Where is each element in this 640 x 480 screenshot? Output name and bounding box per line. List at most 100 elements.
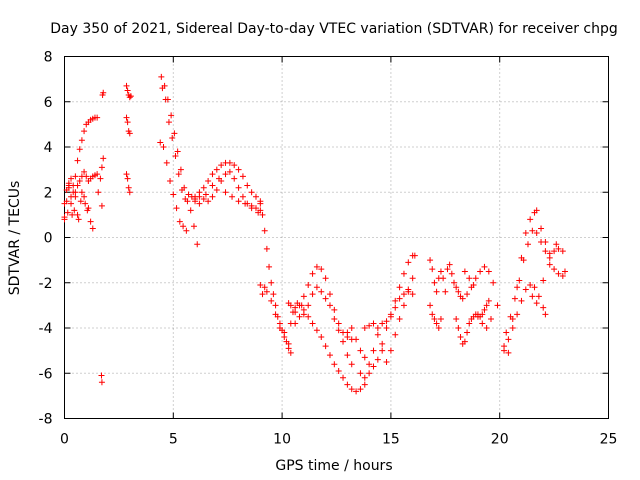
x-tick-label: 15 [382, 432, 400, 448]
data-point [529, 227, 536, 234]
data-point [453, 315, 460, 322]
data-point [505, 336, 512, 343]
data-point [296, 302, 303, 309]
data-point [100, 89, 107, 96]
data-point [229, 193, 236, 200]
data-point [272, 302, 279, 309]
data-point [524, 241, 531, 248]
data-point [405, 286, 412, 293]
data-point [479, 320, 486, 327]
data-point [61, 200, 68, 207]
data-point [77, 198, 84, 205]
data-point [76, 146, 83, 153]
data-point [405, 259, 412, 266]
data-point [300, 293, 307, 300]
data-point [409, 275, 416, 282]
data-point [433, 320, 440, 327]
data-point [396, 284, 403, 291]
data-point [411, 252, 418, 259]
data-point [344, 381, 351, 388]
data-point [448, 270, 455, 277]
data-point [509, 315, 516, 322]
data-point [292, 320, 299, 327]
data-point [487, 315, 494, 322]
data-point [379, 340, 386, 347]
data-point [185, 191, 192, 198]
data-point [68, 175, 75, 182]
data-point [396, 315, 403, 322]
data-point [366, 370, 373, 377]
x-tick-label: 25 [600, 432, 618, 448]
data-point [431, 279, 438, 286]
data-point [158, 73, 165, 80]
data-point [509, 325, 516, 331]
data-point [313, 263, 320, 270]
data-point [296, 313, 303, 320]
data-point [285, 345, 292, 352]
data-point [209, 171, 216, 178]
data-point [74, 182, 81, 189]
data-point [461, 268, 468, 275]
data-point [209, 193, 216, 200]
data-point [239, 193, 246, 200]
axis-ticks: 0 5 10 15 20 25 -8 -6 -4 -2 0 2 4 6 8 [39, 50, 618, 448]
data-point [176, 218, 183, 225]
data-point [361, 374, 368, 381]
data-point [124, 87, 131, 94]
data-point [94, 114, 101, 121]
data-point [213, 186, 220, 193]
data-point [531, 284, 538, 291]
data-point [483, 302, 490, 309]
data-point [481, 263, 488, 270]
data-point [222, 189, 229, 196]
data-point [374, 325, 381, 331]
data-point [305, 313, 312, 320]
data-point [533, 207, 540, 214]
data-point [187, 207, 194, 214]
y-tick-label: 6 [44, 95, 53, 111]
data-point [174, 148, 181, 155]
data-point [160, 144, 167, 150]
data-point [340, 374, 347, 381]
data-point [335, 327, 342, 334]
data-point [309, 320, 316, 327]
data-point [100, 155, 107, 162]
data-point [546, 254, 553, 261]
data-point [190, 223, 197, 230]
data-point [78, 137, 85, 144]
data-point [331, 315, 338, 322]
data-point [98, 379, 105, 386]
chart-title: Day 350 of 2021, Sidereal Day-to-day VTE… [50, 21, 618, 37]
data-point [255, 209, 262, 216]
data-point [72, 193, 79, 200]
data-point [98, 164, 105, 171]
data-point [326, 352, 333, 359]
data-point [357, 370, 364, 377]
data-point [379, 320, 386, 327]
data-point [81, 168, 88, 175]
data-point [81, 128, 88, 135]
data-point [361, 381, 368, 388]
data-point [305, 282, 312, 289]
data-point [326, 302, 333, 309]
data-point [180, 223, 187, 230]
data-point [559, 248, 566, 255]
data-point [518, 254, 525, 261]
data-point [65, 184, 72, 191]
data-point [540, 304, 547, 311]
data-point [94, 171, 101, 178]
data-point [69, 211, 76, 218]
data-point [231, 175, 238, 182]
data-series-chpg [61, 73, 568, 395]
y-tick-label: 8 [44, 50, 53, 66]
data-point [551, 266, 558, 273]
data-point [455, 325, 462, 331]
data-point [200, 196, 207, 203]
data-point [551, 248, 558, 255]
x-tick-label: 20 [491, 432, 509, 448]
data-point [257, 282, 264, 289]
data-point [546, 261, 553, 268]
data-point [239, 173, 246, 180]
data-point [453, 284, 460, 291]
